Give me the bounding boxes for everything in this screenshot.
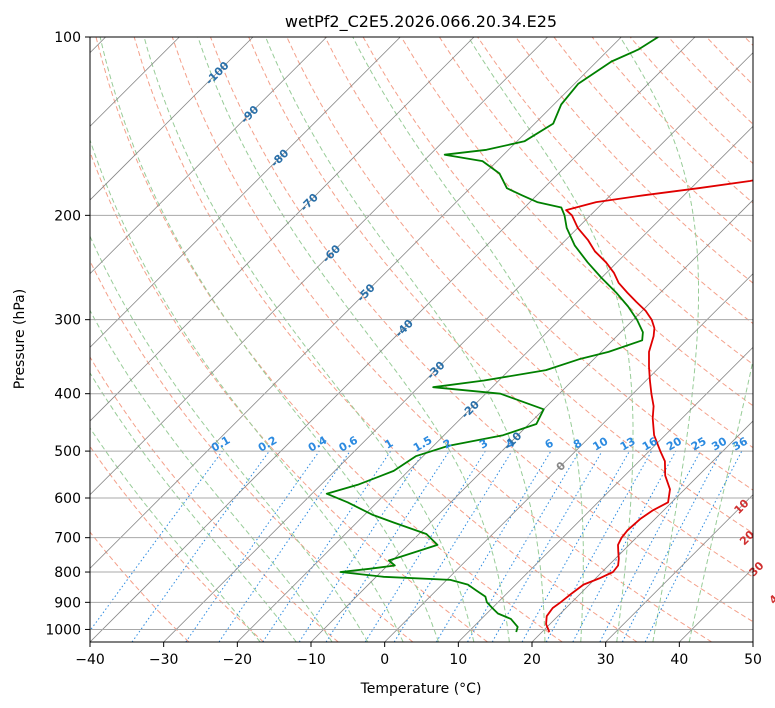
dry-adiabat-line xyxy=(248,37,753,578)
mixing-ratio-line xyxy=(218,450,351,642)
isotherm-line xyxy=(163,52,753,642)
dry-adiabat-line xyxy=(438,37,753,366)
dry-adiabat-line xyxy=(90,531,190,642)
temperature-profile-line xyxy=(545,179,753,633)
y-axis: 100 200 300 400 500 600 700 800 900 1000 xyxy=(45,30,90,638)
isotherm-line xyxy=(90,37,475,422)
y-tick-label: 500 xyxy=(54,444,81,460)
y-tick-label: 400 xyxy=(54,387,81,403)
isotherm-line xyxy=(90,37,622,569)
x-axis: −40 −30 −20 −10 0 10 20 30 40 50 xyxy=(75,642,762,668)
isotherm-line xyxy=(90,37,401,348)
y-tick-label: 600 xyxy=(54,491,81,507)
moist-adiabat-line xyxy=(90,309,333,642)
mixing-ratio-line xyxy=(325,450,450,642)
x-tick-label: 40 xyxy=(670,652,688,668)
x-tick-label: −40 xyxy=(75,652,105,668)
moist-adiabat-line xyxy=(619,37,699,642)
dewpoint-profile-line xyxy=(325,37,659,633)
moist-adiabat-line xyxy=(688,358,753,642)
dry-adiabat-line xyxy=(90,150,488,642)
mixing-ratio-line xyxy=(262,450,392,642)
moist-adiabat-line xyxy=(197,37,510,642)
dry-adiabat-line xyxy=(133,37,638,642)
x-tick-label: 10 xyxy=(449,652,467,668)
isotherm-line xyxy=(90,37,254,201)
moist-adiabat-line xyxy=(90,427,261,642)
moist-adiabat-line xyxy=(90,371,297,642)
isotherm-line xyxy=(458,346,753,642)
x-tick-label: 30 xyxy=(597,652,615,668)
y-axis-label: Pressure (hPa) xyxy=(12,289,28,389)
mixing-ratio-line xyxy=(393,450,513,642)
moist-adiabat-line xyxy=(90,138,404,642)
isotherm-line xyxy=(605,494,753,642)
mixing-ratio-line xyxy=(572,450,677,642)
dry-adiabat-line xyxy=(90,356,339,642)
mixing-ratio-line xyxy=(521,450,630,642)
x-tick-label: −30 xyxy=(149,652,179,668)
background-lines xyxy=(90,37,753,642)
moist-adiabat-line xyxy=(352,37,584,642)
x-axis-label: Temperature (°C) xyxy=(360,681,482,697)
x-tick-label: 20 xyxy=(523,652,541,668)
dry-adiabat-line xyxy=(95,37,563,642)
series-layer xyxy=(325,37,753,633)
chart-title: wetPf2_C2E5.2026.066.20.34.E25 xyxy=(285,12,557,32)
theta-label: 40 xyxy=(767,587,775,607)
isotherm-line xyxy=(752,641,753,642)
y-tick-label: 1000 xyxy=(45,622,81,638)
isotherm-line xyxy=(237,125,753,642)
x-tick-label: 50 xyxy=(744,652,762,668)
x-tick-label: −20 xyxy=(223,652,253,668)
moist-adiabat-line xyxy=(143,37,475,642)
x-tick-label: −10 xyxy=(296,652,326,668)
isotherm-line xyxy=(90,37,548,496)
moist-adiabat-line xyxy=(90,235,369,642)
isotherm-line xyxy=(90,37,327,275)
dry-adiabat-line xyxy=(515,37,753,284)
y-tick-label: 300 xyxy=(54,313,81,329)
isotherm-line xyxy=(384,273,753,642)
y-tick-label: 700 xyxy=(54,531,81,547)
y-tick-label: 200 xyxy=(54,208,81,224)
y-tick-label: 100 xyxy=(54,30,81,46)
isotherm-line xyxy=(310,199,753,642)
isotherm-line xyxy=(531,420,753,642)
dry-adiabat-line xyxy=(171,37,712,642)
x-tick-label: 0 xyxy=(380,652,389,668)
y-tick-label: 900 xyxy=(54,595,81,611)
moist-adiabat-line xyxy=(265,37,546,642)
mixing-ratio-line xyxy=(545,450,653,642)
dry-adiabat-line xyxy=(400,37,753,407)
moist-adiabat-line xyxy=(99,37,439,642)
mixing-ratio-line xyxy=(90,450,223,632)
dry-adiabat-line xyxy=(324,37,753,491)
mixing-ratio-line xyxy=(644,450,743,642)
dry-adiabat-line xyxy=(90,445,264,642)
plot-frame xyxy=(89,36,754,643)
mixing-ratio-line xyxy=(298,450,425,642)
y-tick-label: 800 xyxy=(54,565,81,581)
mixing-ratio-line xyxy=(131,450,270,642)
isotherm-line xyxy=(90,37,696,642)
dry-adiabat-line xyxy=(210,37,753,623)
mixing-ratio-line xyxy=(185,450,320,642)
